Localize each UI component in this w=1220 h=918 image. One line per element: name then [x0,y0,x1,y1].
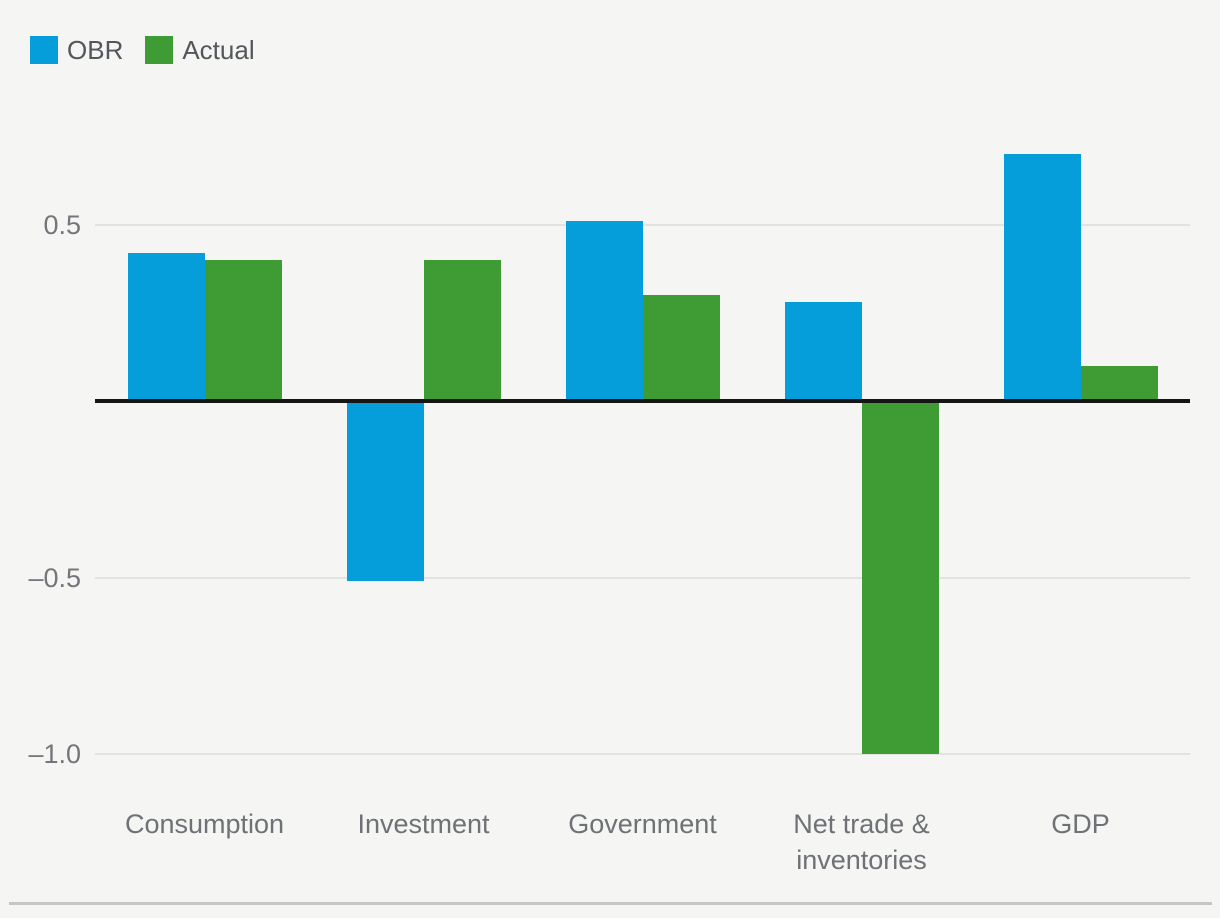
bar-obr-net-trade-inventories [784,302,862,401]
x-category-label-gdp: GDP [1051,809,1110,839]
legend-label-actual: Actual [182,35,255,65]
y-tick-label-0-5: 0.5 [43,209,81,240]
x-category-label-net-trade-inventories: Net trade & inventories [793,809,930,875]
legend: OBR Actual [30,36,277,64]
bar-actual-gdp [1080,366,1158,401]
bar-actual-net-trade-inventories [861,401,939,754]
y-tick-label-0-5: –0.5 [28,562,81,593]
bar-obr-consumption [127,253,205,401]
bar-obr-gdp [1003,154,1081,401]
x-category-label-consumption: Consumption [124,809,285,839]
legend-label-obr: OBR [67,35,124,65]
y-tick-label-1-0: –1.0 [28,739,81,769]
bar-actual-investment [423,260,501,401]
bar-obr-government [565,221,643,401]
gridline-0-5 [95,223,1190,226]
legend-swatch-actual [145,36,174,64]
bar-actual-government [642,295,720,401]
gridline-1-0 [95,753,1190,755]
bar-obr-investment [346,401,424,581]
x-category-label-government: Government [568,809,717,839]
chart-bottom-border [9,902,1212,905]
zero-axis-line [95,399,1190,403]
x-category-label-investment: Investment [357,809,490,839]
legend-swatch-obr [30,36,58,64]
gridline-0-5 [95,576,1190,579]
bar-actual-consumption [204,260,282,401]
